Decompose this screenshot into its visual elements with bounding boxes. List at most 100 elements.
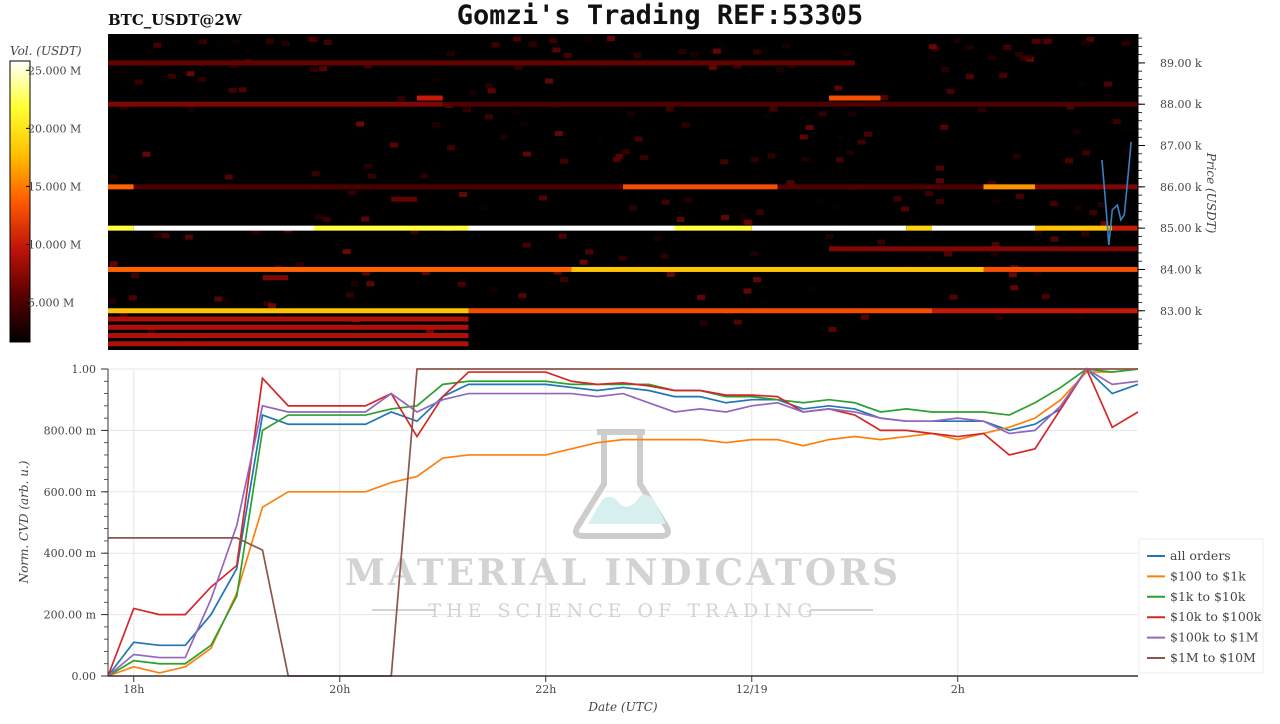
heatmap-cell: [721, 214, 730, 220]
cvd-axes: 0.00 200.00 m 400.00 m 600.00 m 800.00 m 1.00…: [44, 363, 1138, 696]
heatmap-band: [108, 324, 469, 330]
heatmap-cell: [607, 36, 616, 42]
heatmap-band: [1035, 225, 1113, 231]
heatmap-cell: [367, 173, 376, 179]
colorbar-tick-label: 20.000 M: [28, 122, 81, 135]
heatmap-cell: [640, 155, 649, 161]
heatmap-cell: [926, 53, 935, 59]
heatmap-cell: [1075, 314, 1084, 320]
colorbar-label: Vol. (USDT): [10, 44, 82, 58]
heatmap-cell: [628, 205, 637, 211]
heatmap-cell: [991, 241, 1000, 247]
cvd-x-label: Date (UTC): [587, 700, 657, 714]
heatmap-cell: [142, 151, 151, 157]
price-line: [1101, 141, 1132, 246]
heatmap-cell: [197, 76, 206, 82]
heatmap-cell: [457, 281, 466, 287]
heatmap-cell: [134, 79, 143, 85]
heatmap-cell: [198, 39, 207, 45]
heatmap-cell: [653, 236, 662, 242]
heatmap-cell: [1033, 229, 1042, 235]
heatmap-cell: [512, 109, 521, 115]
heatmap-cell: [813, 172, 822, 178]
heatmap-cell: [310, 66, 319, 72]
heatmap-cell: [744, 219, 753, 225]
heatmap-cell: [634, 136, 643, 142]
heatmap-band: [108, 333, 469, 339]
price-tick-label: 84.00 k: [1160, 263, 1202, 276]
heatmap-cell: [1072, 129, 1081, 135]
heatmap-cell: [319, 66, 328, 72]
heatmap-cell: [953, 37, 962, 43]
heatmap-band: [829, 246, 1138, 252]
x-tick-label: 22h: [535, 683, 556, 696]
legend-entry: $1M to $10M: [1170, 650, 1256, 665]
heatmap-cell: [1121, 40, 1130, 46]
heatmap-cell: [622, 149, 631, 155]
heatmap-cell: [421, 270, 430, 276]
heatmap-cell: [1033, 270, 1042, 276]
heatmap-cell: [238, 87, 247, 93]
price-tick-label: 83.00 k: [1160, 305, 1202, 318]
heatmap-cell: [743, 288, 752, 294]
heatmap-cell: [684, 197, 693, 203]
heatmap-cell: [880, 95, 889, 101]
heatmap-cell: [265, 38, 274, 44]
heatmap-cell: [845, 150, 854, 156]
heatmap-cell: [1047, 36, 1056, 42]
heatmap-cell: [366, 281, 375, 287]
heatmap-cell: [1002, 45, 1011, 51]
heatmap-cell: [678, 49, 687, 55]
price-tick-label: 85.00 k: [1160, 222, 1202, 235]
heatmap-cell: [552, 47, 561, 53]
heatmap-cell: [760, 46, 769, 52]
heatmap-cell: [1102, 93, 1111, 99]
heatmap-cell: [1086, 36, 1095, 42]
heatmap-cell: [1112, 118, 1121, 124]
heatmap-band: [108, 225, 134, 231]
heatmap-cell: [676, 217, 685, 223]
price-axis-label: Price (USDT): [1204, 152, 1218, 234]
price-tick-label: 86.00 k: [1160, 181, 1202, 194]
heatmap-band: [442, 101, 1138, 107]
heatmap-cell: [1122, 37, 1131, 43]
heatmap-cell: [928, 44, 937, 50]
legend-entry: all orders: [1170, 548, 1231, 563]
heatmap-cell: [484, 114, 493, 120]
cvd-lines: [107, 367, 1139, 677]
heatmap-cell: [936, 178, 945, 184]
heatmap-cell: [361, 216, 370, 222]
heatmap-cell: [825, 234, 834, 240]
heatmap-cell: [977, 107, 986, 113]
heatmap-cell: [218, 41, 227, 47]
heatmap-cell: [153, 232, 162, 238]
heatmap-cell: [750, 157, 759, 163]
heatmap-cell: [720, 159, 729, 165]
heatmap-band: [108, 60, 855, 66]
heatmap-cell: [362, 270, 371, 276]
price-tick-label: 88.00 k: [1160, 98, 1202, 111]
legend-entry: $10k to $100k: [1170, 609, 1262, 624]
heatmap-cell: [323, 39, 332, 45]
heatmap-cell: [296, 262, 305, 268]
heatmap-cell: [1050, 236, 1059, 242]
heatmap-cell: [988, 55, 997, 61]
heatmap-cell: [307, 36, 316, 42]
colorbar-tick-label: 15.000 M: [28, 180, 81, 193]
heatmap-band: [906, 225, 932, 231]
series-line-4: [107, 367, 1139, 677]
heatmap-cell: [857, 139, 866, 145]
heatmap-cell: [559, 158, 568, 164]
heatmap-band: [932, 308, 1138, 314]
heatmap-cell: [519, 121, 528, 127]
heatmap-cell: [1080, 40, 1089, 46]
heatmap-cell: [830, 204, 839, 210]
heatmap-cell: [836, 134, 845, 140]
heatmap-cell: [514, 65, 523, 71]
heatmap-cell: [992, 199, 1001, 205]
heatmap-band: [623, 184, 778, 190]
heatmap-cell: [431, 77, 440, 83]
heatmap-cell: [447, 145, 456, 151]
heatmap-cell: [522, 242, 531, 248]
heatmap-band: [983, 266, 1138, 272]
